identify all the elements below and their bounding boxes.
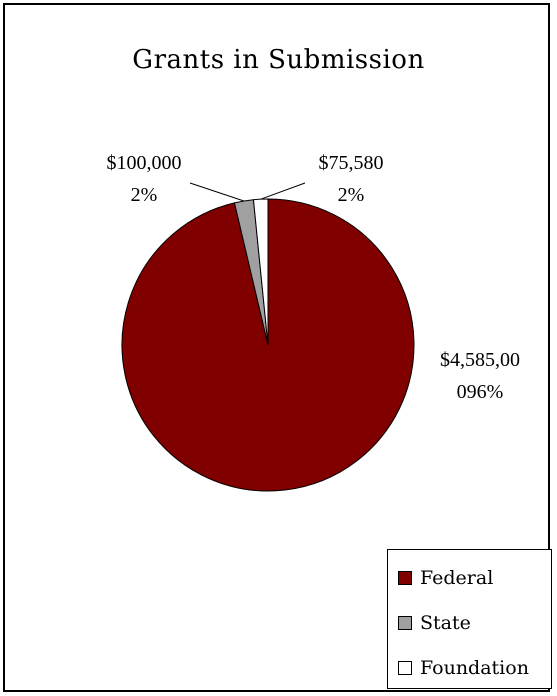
label-state-value: $100,000 [107, 152, 182, 174]
label-federal-percent: 096% [457, 381, 504, 403]
chart-legend: Federal State Foundation [387, 549, 552, 689]
legend-item-federal: Federal [398, 565, 493, 591]
label-foundation-percent: 2% [338, 184, 365, 206]
legend-label-federal: Federal [420, 567, 494, 589]
legend-swatch-foundation [398, 661, 412, 675]
legend-item-foundation: Foundation [398, 655, 529, 681]
chart-frame: Grants in Submission $4,585,00 096% $100… [3, 3, 552, 692]
legend-label-state: State [420, 612, 471, 634]
pie-slice-foundation [252, 198, 269, 346]
legend-label-foundation: Foundation [420, 657, 529, 679]
legend-swatch-state [398, 616, 412, 630]
leader-lines [189, 182, 306, 202]
label-foundation-value: $75,580 [319, 152, 384, 174]
label-state-percent: 2% [131, 184, 158, 206]
pie-slices [121, 198, 415, 492]
leader-line-state [189, 182, 245, 202]
leader-line-foundation [260, 182, 306, 200]
pie-chart: $4,585,00 096% $100,000 2% $75,580 2% [107, 152, 520, 492]
chart-title: Grants in Submission [132, 45, 425, 75]
legend-swatch-federal [398, 571, 412, 585]
legend-item-state: State [398, 610, 471, 636]
label-federal-value: $4,585,00 [440, 349, 520, 371]
